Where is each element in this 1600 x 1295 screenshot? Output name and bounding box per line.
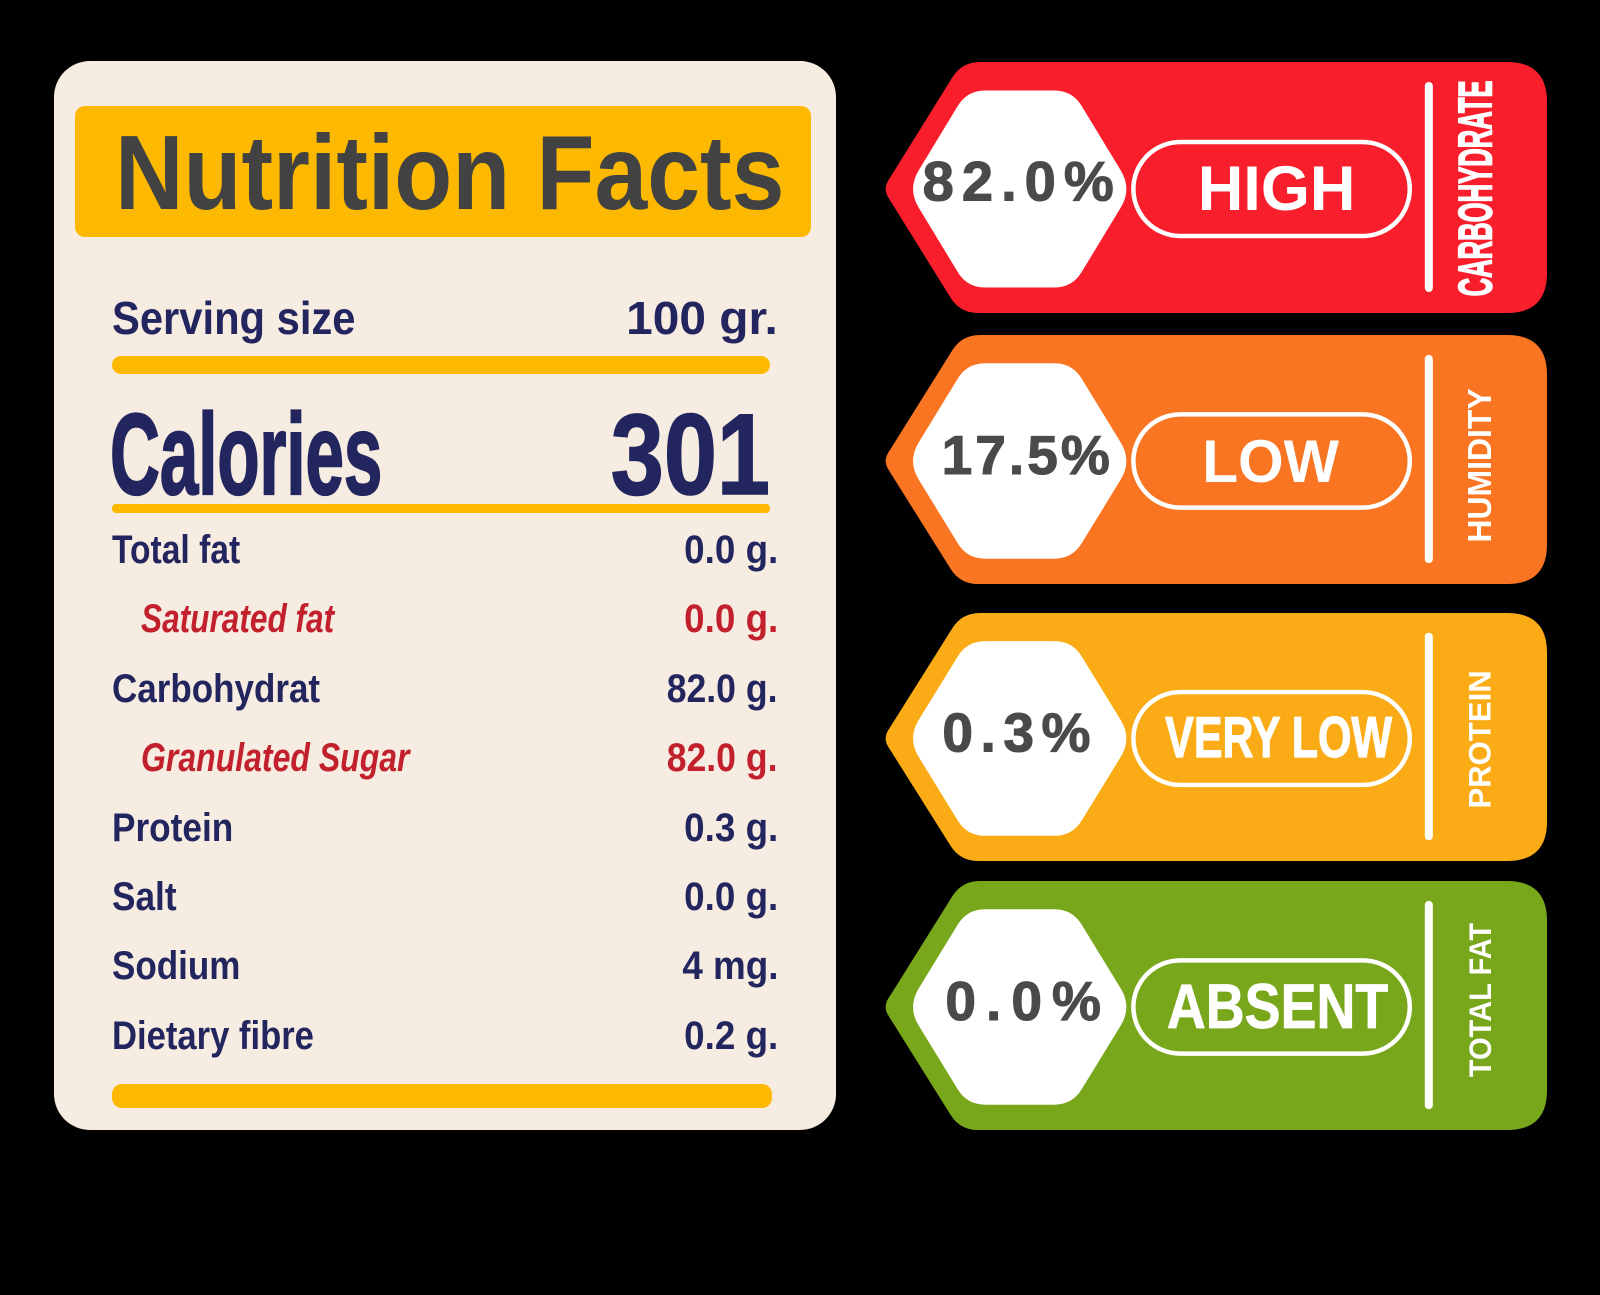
svg-text:HIGH: HIGH [1198,154,1356,224]
svg-text:0.0%: 0.0% [945,970,1111,1032]
svg-text:17.5%: 17.5% [942,424,1113,486]
svg-text:LOW: LOW [1202,427,1340,495]
svg-text:PROTEIN: PROTEIN [1462,670,1497,808]
svg-text:82.0%: 82.0% [923,150,1122,213]
svg-text:HUMIDITY: HUMIDITY [1462,388,1499,543]
svg-text:CARBOHYDRATE: CARBOHYDRATE [1449,80,1503,296]
svg-text:ABSENT: ABSENT [1167,972,1388,1042]
svg-text:VERY LOW: VERY LOW [1165,705,1392,769]
svg-text:0.3%: 0.3% [942,702,1098,764]
svg-text:TOTAL FAT: TOTAL FAT [1464,922,1498,1077]
